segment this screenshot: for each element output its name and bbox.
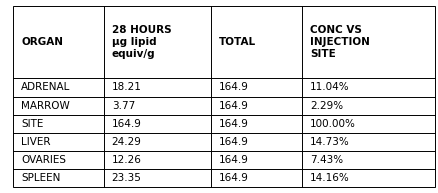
- Text: 14.73%: 14.73%: [309, 137, 349, 147]
- Text: 164.9: 164.9: [111, 119, 141, 129]
- Text: 23.35: 23.35: [111, 173, 141, 183]
- Text: 2.29%: 2.29%: [309, 101, 342, 111]
- Text: OVARIES: OVARIES: [21, 155, 66, 165]
- Text: 164.9: 164.9: [219, 119, 248, 129]
- Text: 3.77: 3.77: [111, 101, 134, 111]
- Text: 28 HOURS
μg lipid
equiv/g: 28 HOURS μg lipid equiv/g: [111, 25, 171, 59]
- Text: ADRENAL: ADRENAL: [21, 82, 70, 92]
- Text: 164.9: 164.9: [219, 82, 248, 92]
- Text: CONC VS
INJECTION
SITE: CONC VS INJECTION SITE: [309, 25, 369, 59]
- Text: LIVER: LIVER: [21, 137, 50, 147]
- Text: 7.43%: 7.43%: [309, 155, 342, 165]
- Text: SPLEEN: SPLEEN: [21, 173, 60, 183]
- Text: 164.9: 164.9: [219, 137, 248, 147]
- Text: 100.00%: 100.00%: [309, 119, 355, 129]
- Text: 164.9: 164.9: [219, 101, 248, 111]
- Text: 24.29: 24.29: [111, 137, 141, 147]
- Text: 11.04%: 11.04%: [309, 82, 349, 92]
- Text: 18.21: 18.21: [111, 82, 141, 92]
- Text: ORGAN: ORGAN: [21, 37, 63, 47]
- Text: 14.16%: 14.16%: [309, 173, 349, 183]
- Text: MARROW: MARROW: [21, 101, 70, 111]
- Text: 164.9: 164.9: [219, 155, 248, 165]
- Text: SITE: SITE: [21, 119, 43, 129]
- Text: 12.26: 12.26: [111, 155, 141, 165]
- Text: 164.9: 164.9: [219, 173, 248, 183]
- Text: TOTAL: TOTAL: [219, 37, 256, 47]
